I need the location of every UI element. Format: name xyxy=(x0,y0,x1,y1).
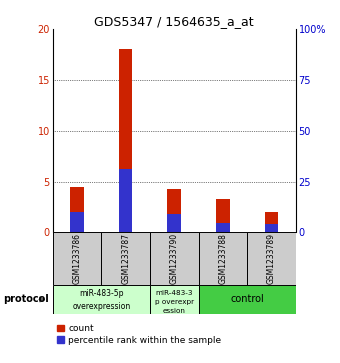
Title: GDS5347 / 1564635_a_at: GDS5347 / 1564635_a_at xyxy=(95,15,254,28)
Text: ession: ession xyxy=(163,307,186,314)
Text: protocol: protocol xyxy=(3,294,49,305)
Bar xyxy=(101,232,150,285)
Text: miR-483-3: miR-483-3 xyxy=(155,290,193,296)
Text: miR-483-5p: miR-483-5p xyxy=(79,289,123,298)
Text: GSM1233788: GSM1233788 xyxy=(218,233,227,284)
Bar xyxy=(70,212,84,232)
Bar xyxy=(265,212,278,232)
Bar xyxy=(167,189,181,232)
Bar xyxy=(70,187,84,232)
Bar xyxy=(247,232,296,285)
Bar xyxy=(167,214,181,232)
Bar xyxy=(119,169,133,232)
Bar xyxy=(150,285,199,314)
Bar xyxy=(199,232,247,285)
Text: control: control xyxy=(230,294,264,305)
Bar xyxy=(216,199,230,232)
Bar xyxy=(119,49,133,232)
Bar xyxy=(199,285,296,314)
Bar xyxy=(53,285,150,314)
Text: GSM1233790: GSM1233790 xyxy=(170,233,179,284)
Bar xyxy=(53,232,101,285)
Text: GSM1233786: GSM1233786 xyxy=(72,233,82,284)
Text: GSM1233789: GSM1233789 xyxy=(267,233,276,284)
Legend: count, percentile rank within the sample: count, percentile rank within the sample xyxy=(57,324,221,344)
Text: p overexpr: p overexpr xyxy=(155,299,194,305)
Bar xyxy=(150,232,199,285)
Text: overexpression: overexpression xyxy=(72,302,131,311)
Text: GSM1233787: GSM1233787 xyxy=(121,233,130,284)
Bar xyxy=(216,223,230,232)
Bar xyxy=(265,224,278,232)
